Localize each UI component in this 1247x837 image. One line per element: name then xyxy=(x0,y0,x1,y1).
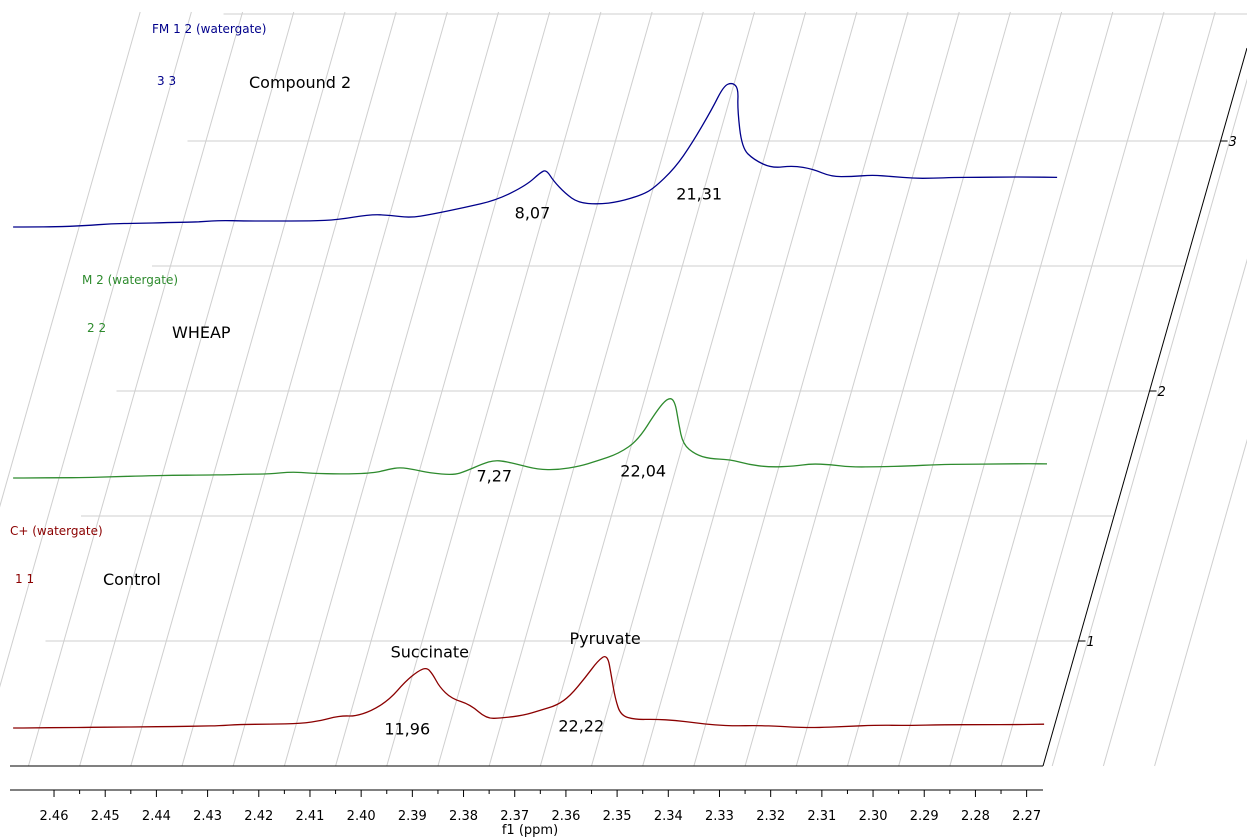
spectrum-1-peak-label: Succinate xyxy=(391,642,469,661)
spectrum-3-trace xyxy=(13,82,1058,228)
grid-line-vertical xyxy=(539,11,755,767)
z-axis: 1 2 3 xyxy=(1078,135,1237,650)
x-tick-label: 2.29 xyxy=(910,809,939,824)
z-tick-label: 1 xyxy=(1087,635,1095,650)
spectrum-1-title: Control xyxy=(103,570,161,589)
grid-line-vertical xyxy=(744,11,960,767)
grid-line-vertical xyxy=(795,11,1011,767)
grid-line-vertical xyxy=(1154,438,1247,767)
x-tick-label: 2.46 xyxy=(40,809,69,824)
spectrum-3-index: 3 3 xyxy=(157,74,176,88)
grid-line-vertical xyxy=(335,11,551,767)
grid-line-vertical xyxy=(1000,11,1216,767)
grid-line-vertical xyxy=(130,11,346,767)
grid-line-vertical xyxy=(488,11,704,767)
grid-line-vertical xyxy=(846,11,1063,767)
spectrum-1-name: C+ (watergate) xyxy=(10,524,103,538)
grid-line-vertical xyxy=(232,11,448,767)
spectra-traces xyxy=(13,82,1058,729)
z-tick-label: 3 xyxy=(1229,135,1237,150)
x-tick-label: 2.27 xyxy=(1012,809,1041,824)
plot-frame xyxy=(10,47,1247,767)
grid-line-vertical xyxy=(181,11,397,767)
grid-line-vertical xyxy=(79,11,295,767)
grid-line-vertical xyxy=(949,11,1165,767)
x-tick-label: 2.36 xyxy=(551,809,580,824)
grid-line-vertical xyxy=(642,11,858,767)
x-tick-label: 2.34 xyxy=(654,809,683,824)
grid-line-vertical xyxy=(283,11,499,767)
grid-line-vertical xyxy=(1051,78,1247,767)
spectrum-2-index: 2 2 xyxy=(87,321,106,335)
grid-line-vertical xyxy=(591,11,807,767)
spectrum-2-name: M 2 (watergate) xyxy=(82,273,178,287)
x-tick-label: 2.38 xyxy=(449,809,478,824)
x-tick-label: 2.35 xyxy=(603,809,632,824)
x-tick-label: 2.43 xyxy=(193,809,222,824)
x-tick-label: 2.45 xyxy=(91,809,120,824)
grid-line-vertical xyxy=(0,11,192,688)
x-tick-label: 2.41 xyxy=(295,809,324,824)
spectrum-1-index: 1 1 xyxy=(15,572,34,586)
spectrum-2-title: WHEAP xyxy=(172,323,231,342)
x-tick-label: 2.32 xyxy=(756,809,785,824)
x-tick-label: 2.37 xyxy=(500,809,529,824)
grid-line-vertical xyxy=(898,11,1114,767)
spectrum-1-peak-label: 11,96 xyxy=(384,720,430,739)
spectrum-2-trace xyxy=(13,398,1048,479)
grid-line-vertical xyxy=(386,11,602,767)
z-tick-label: 2 xyxy=(1158,385,1166,400)
spectrum-3-peak-label: 8,07 xyxy=(515,204,551,223)
frame-depth-edge xyxy=(1042,47,1247,767)
spectrum-2-peak-label: 7,27 xyxy=(476,466,512,485)
x-tick-label: 2.40 xyxy=(347,809,376,824)
grid-line-vertical xyxy=(0,11,141,508)
spectra-annotations: C+ (watergate) 1 1 Control Succinate Pyruvat… xyxy=(10,22,722,739)
spectrum-2-peak-label: 22,04 xyxy=(620,461,666,480)
spectrum-1-peak-label: Pyruvate xyxy=(570,629,641,648)
oblique-grid xyxy=(0,11,1247,767)
spectrum-3-title: Compound 2 xyxy=(249,73,351,92)
grid-line-vertical xyxy=(693,11,909,767)
spectrum-3-name: FM 1 2 (watergate) xyxy=(152,22,266,36)
x-tick-label: 2.33 xyxy=(705,809,734,824)
x-tick-label: 2.44 xyxy=(142,809,171,824)
x-axis-label: f1 (ppm) xyxy=(502,823,558,837)
spectrum-3-peak-label: 21,31 xyxy=(676,184,722,203)
x-axis: f1 (ppm) 2.46 2.45 2.44 2.43 2.42 2.41 2.40 2.3… xyxy=(10,789,1043,837)
x-tick-label: 2.31 xyxy=(807,809,836,824)
grid-line-vertical xyxy=(1102,258,1247,767)
x-tick-label: 2.42 xyxy=(244,809,273,824)
grid-line-vertical xyxy=(27,11,244,767)
grid-line-vertical xyxy=(437,11,653,767)
spectrum-1-trace xyxy=(13,655,1045,729)
spectrum-1-peak-label: 22,22 xyxy=(558,716,604,735)
x-tick-label: 2.30 xyxy=(859,809,888,824)
x-tick-label: 2.39 xyxy=(398,809,427,824)
x-tick-label: 2.28 xyxy=(961,809,990,824)
